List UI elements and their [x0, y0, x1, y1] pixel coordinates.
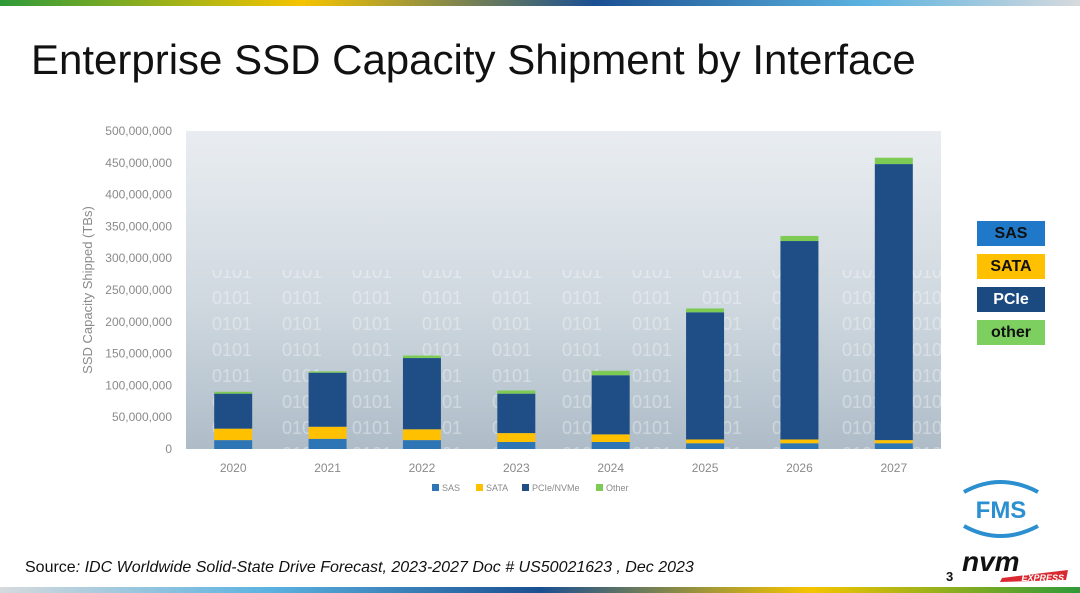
bar-sata-2024 — [591, 434, 630, 443]
y-tick-label: 300,000,000 — [105, 251, 172, 265]
y-tick-label: 500,000,000 — [105, 124, 172, 138]
bars — [214, 157, 913, 449]
y-tick-label: 0 — [165, 442, 172, 456]
legend-swatch-sata — [476, 484, 483, 491]
source-line: Source: IDC Worldwide Solid-State Drive … — [25, 559, 694, 577]
bar-other-2027 — [874, 157, 913, 165]
nvm-swoosh — [1000, 570, 1068, 582]
legend-label-pcie-nvme: PCIe/NVMe — [532, 483, 580, 493]
bottom-decor-stripe — [0, 587, 1080, 593]
y-axis: 0 50,000,000 100,000,000 150,000,000 200,000… — [105, 124, 172, 456]
y-tick-label: 50,000,000 — [112, 410, 172, 424]
bar-pcie-nvme-2022 — [402, 358, 441, 430]
bar-pcie-nvme-2023 — [497, 393, 536, 434]
top-decor-stripe — [0, 0, 1080, 6]
x-tick-label: 2021 — [314, 461, 341, 475]
bar-other-2024 — [591, 370, 630, 376]
legend-swatch-pcie-nvme — [522, 484, 529, 491]
bar-sata-2026 — [780, 439, 819, 444]
bar-pcie-nvme-2027 — [874, 164, 913, 441]
x-tick-label: 2024 — [597, 461, 624, 475]
y-tick-label: 250,000,000 — [105, 283, 172, 297]
bar-other-2025 — [686, 308, 725, 313]
legend-label-other: Other — [606, 483, 629, 493]
bar-sas-2026 — [780, 443, 819, 449]
bar-sas-2025 — [686, 443, 725, 449]
bar-sata-2020 — [214, 428, 253, 441]
bar-sata-2022 — [402, 429, 441, 441]
fms-arc-bottom — [963, 524, 1039, 538]
y-tick-label: 200,000,000 — [105, 315, 172, 329]
plot-background-texture — [186, 270, 941, 449]
side-legend-sata: SATA — [977, 254, 1045, 279]
bar-sata-2023 — [497, 433, 536, 443]
x-tick-label: 2023 — [503, 461, 530, 475]
bar-sas-2021 — [308, 438, 347, 449]
legend-swatch-other — [596, 484, 603, 491]
source-text: : IDC Worldwide Solid-State Drive Foreca… — [75, 559, 694, 576]
bar-pcie-nvme-2024 — [591, 375, 630, 435]
y-tick-label: 450,000,000 — [105, 156, 172, 170]
chart-legend: SAS SATA PCIe/NVMe Other — [432, 483, 629, 493]
bar-sas-2027 — [874, 443, 913, 449]
x-axis: 2020 2021 2022 2023 2024 2025 2026 2027 — [220, 461, 908, 475]
x-tick-label: 2025 — [692, 461, 719, 475]
side-legend-other: other — [977, 320, 1045, 345]
page-number: 3 — [946, 569, 954, 584]
side-legend-pcie: PCIe — [977, 287, 1045, 312]
bar-sas-2020 — [214, 440, 253, 449]
bar-pcie-nvme-2025 — [686, 312, 725, 440]
bar-sas-2024 — [591, 442, 630, 449]
fms-wordmark: FMS — [976, 497, 1027, 524]
x-tick-label: 2020 — [220, 461, 247, 475]
y-tick-label: 400,000,000 — [105, 188, 172, 202]
y-tick-label: 150,000,000 — [105, 347, 172, 361]
side-legend-sas: SAS — [977, 221, 1045, 246]
bar-sata-2027 — [874, 440, 913, 444]
slide-title: Enterprise SSD Capacity Shipment by Inte… — [31, 36, 916, 83]
bar-other-2022 — [402, 355, 441, 359]
y-axis-label: SSD Capacity Shipped (TBs) — [80, 206, 95, 374]
x-tick-label: 2027 — [880, 461, 907, 475]
bar-other-2026 — [780, 235, 819, 242]
legend-label-sata: SATA — [486, 483, 508, 493]
x-tick-label: 2022 — [409, 461, 436, 475]
bar-sas-2022 — [402, 440, 441, 449]
bar-sas-2023 — [497, 442, 536, 449]
bar-other-2020 — [214, 391, 253, 394]
bar-pcie-nvme-2020 — [214, 393, 253, 429]
bar-other-2021 — [308, 371, 347, 373]
y-tick-label: 350,000,000 — [105, 219, 172, 233]
bar-pcie-nvme-2021 — [308, 372, 347, 427]
nvm-wordmark: nvm — [962, 548, 1020, 577]
x-tick-label: 2026 — [786, 461, 813, 475]
bar-sata-2021 — [308, 426, 347, 439]
legend-label-sas: SAS — [442, 483, 460, 493]
y-tick-label: 100,000,000 — [105, 378, 172, 392]
fms-arc-top — [963, 480, 1039, 494]
source-label: Source — [25, 559, 76, 576]
fms-logo: FMS — [963, 480, 1039, 538]
bar-other-2023 — [497, 390, 536, 394]
bar-sata-2025 — [686, 439, 725, 444]
express-wordmark: EXPRESS — [1021, 573, 1064, 583]
legend-swatch-sas — [432, 484, 439, 491]
nvm-express-logo: nvm EXPRESS — [962, 548, 1068, 583]
bar-pcie-nvme-2026 — [780, 241, 819, 440]
side-legend: SAS SATA PCIe other — [977, 221, 1045, 353]
